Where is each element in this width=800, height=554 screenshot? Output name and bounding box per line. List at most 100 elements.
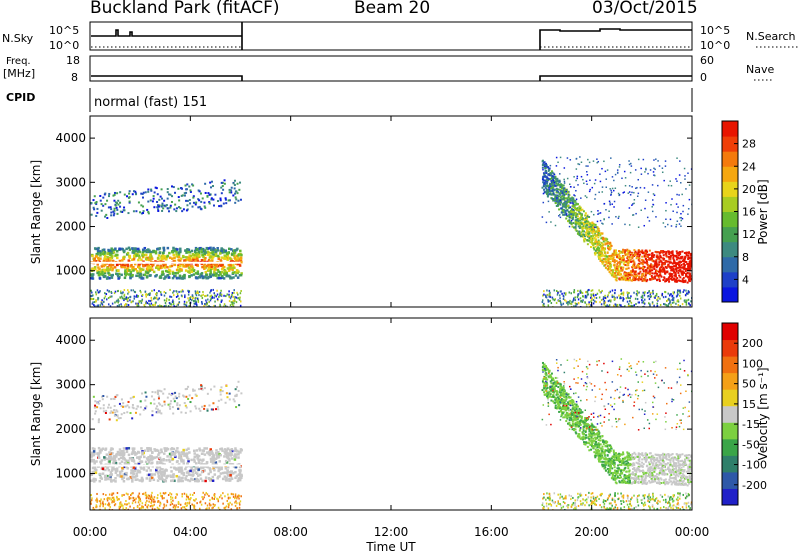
range-cell xyxy=(142,210,145,213)
range-cell xyxy=(673,278,676,281)
range-cell xyxy=(570,213,573,216)
range-cell xyxy=(657,274,660,277)
range-cell xyxy=(200,503,203,506)
range-cell xyxy=(569,159,572,161)
range-cell xyxy=(628,276,631,279)
range-cell xyxy=(616,169,619,171)
range-cell xyxy=(200,247,203,251)
range-cell xyxy=(670,277,673,280)
range-cell xyxy=(141,452,144,456)
range-cell xyxy=(637,178,639,181)
range-cell xyxy=(553,173,556,176)
range-cell xyxy=(236,256,239,260)
range-cell xyxy=(615,251,618,254)
range-cell xyxy=(220,398,223,401)
range-cell xyxy=(113,193,116,196)
range-cell xyxy=(633,202,635,205)
range-cell xyxy=(108,252,112,255)
range-cell xyxy=(91,298,94,301)
range-cell xyxy=(91,291,93,294)
range-cell xyxy=(146,458,150,462)
range-cell xyxy=(547,299,549,302)
range-cell xyxy=(545,191,548,194)
range-cell xyxy=(199,467,202,470)
range-cell xyxy=(209,275,213,278)
range-cell xyxy=(234,192,237,195)
range-cell xyxy=(614,272,617,275)
range-cell xyxy=(629,305,631,307)
range-cell xyxy=(622,296,624,299)
range-cell xyxy=(551,296,554,299)
range-cell xyxy=(134,475,138,478)
range-cell xyxy=(566,302,568,305)
range-cell xyxy=(213,497,215,500)
range-cell xyxy=(577,289,579,292)
range-cell xyxy=(634,277,637,280)
range-cell xyxy=(649,169,652,171)
range-cell xyxy=(652,255,655,258)
range-cell xyxy=(100,459,104,462)
range-cell xyxy=(617,192,620,195)
range-cell xyxy=(123,272,127,276)
range-cell xyxy=(647,295,649,298)
range-cell xyxy=(611,203,613,205)
range-cell xyxy=(611,295,614,298)
range-cell xyxy=(216,268,220,272)
range-cell xyxy=(567,200,570,203)
range-cell xyxy=(191,295,194,298)
range-cell xyxy=(162,459,165,462)
range-cell xyxy=(574,296,576,299)
range-cell xyxy=(132,254,136,258)
range-cell xyxy=(681,303,684,306)
range-cell xyxy=(688,277,691,280)
range-cell xyxy=(99,194,102,197)
range-cell xyxy=(594,179,597,181)
range-cell xyxy=(227,470,231,474)
range-cell xyxy=(175,268,179,272)
range-cell xyxy=(672,210,674,212)
range-cell xyxy=(571,225,574,228)
range-cell xyxy=(234,470,237,474)
range-cell xyxy=(686,292,688,295)
range-cell xyxy=(225,476,228,480)
range-cell xyxy=(606,242,609,245)
range-cell xyxy=(174,467,178,470)
range-cell xyxy=(203,447,206,450)
range-cell xyxy=(172,253,176,257)
range-cell xyxy=(667,263,670,266)
range-cell xyxy=(668,253,671,256)
range-cell xyxy=(203,267,206,270)
range-cell xyxy=(212,288,214,291)
range-cell xyxy=(150,456,153,460)
range-cell xyxy=(643,278,646,281)
range-cell xyxy=(684,178,686,180)
range-cell xyxy=(153,191,156,194)
range-cell xyxy=(546,293,549,296)
range-cell xyxy=(662,266,665,269)
range-cell xyxy=(224,459,228,463)
range-cell xyxy=(186,248,189,251)
range-cell xyxy=(94,412,97,415)
range-cell xyxy=(176,404,179,407)
range-cell xyxy=(109,263,113,267)
range-cell xyxy=(158,411,161,414)
range-cell xyxy=(226,447,230,451)
range-cell xyxy=(661,257,664,260)
range-cell xyxy=(684,175,686,177)
range-cell xyxy=(152,270,156,274)
range-cell xyxy=(642,272,645,275)
range-cell xyxy=(111,255,114,258)
range-cell xyxy=(133,475,136,479)
range-cell xyxy=(552,187,554,189)
range-cell xyxy=(103,253,106,256)
range-cell xyxy=(568,213,571,216)
range-cell xyxy=(237,389,240,392)
range-cell xyxy=(126,267,129,270)
range-cell xyxy=(186,258,189,261)
range-cell xyxy=(655,266,658,269)
range-cell xyxy=(187,397,190,400)
range-cell xyxy=(96,211,99,214)
range-cell xyxy=(596,161,598,164)
range-cell xyxy=(174,191,177,194)
range-cell xyxy=(147,190,150,193)
